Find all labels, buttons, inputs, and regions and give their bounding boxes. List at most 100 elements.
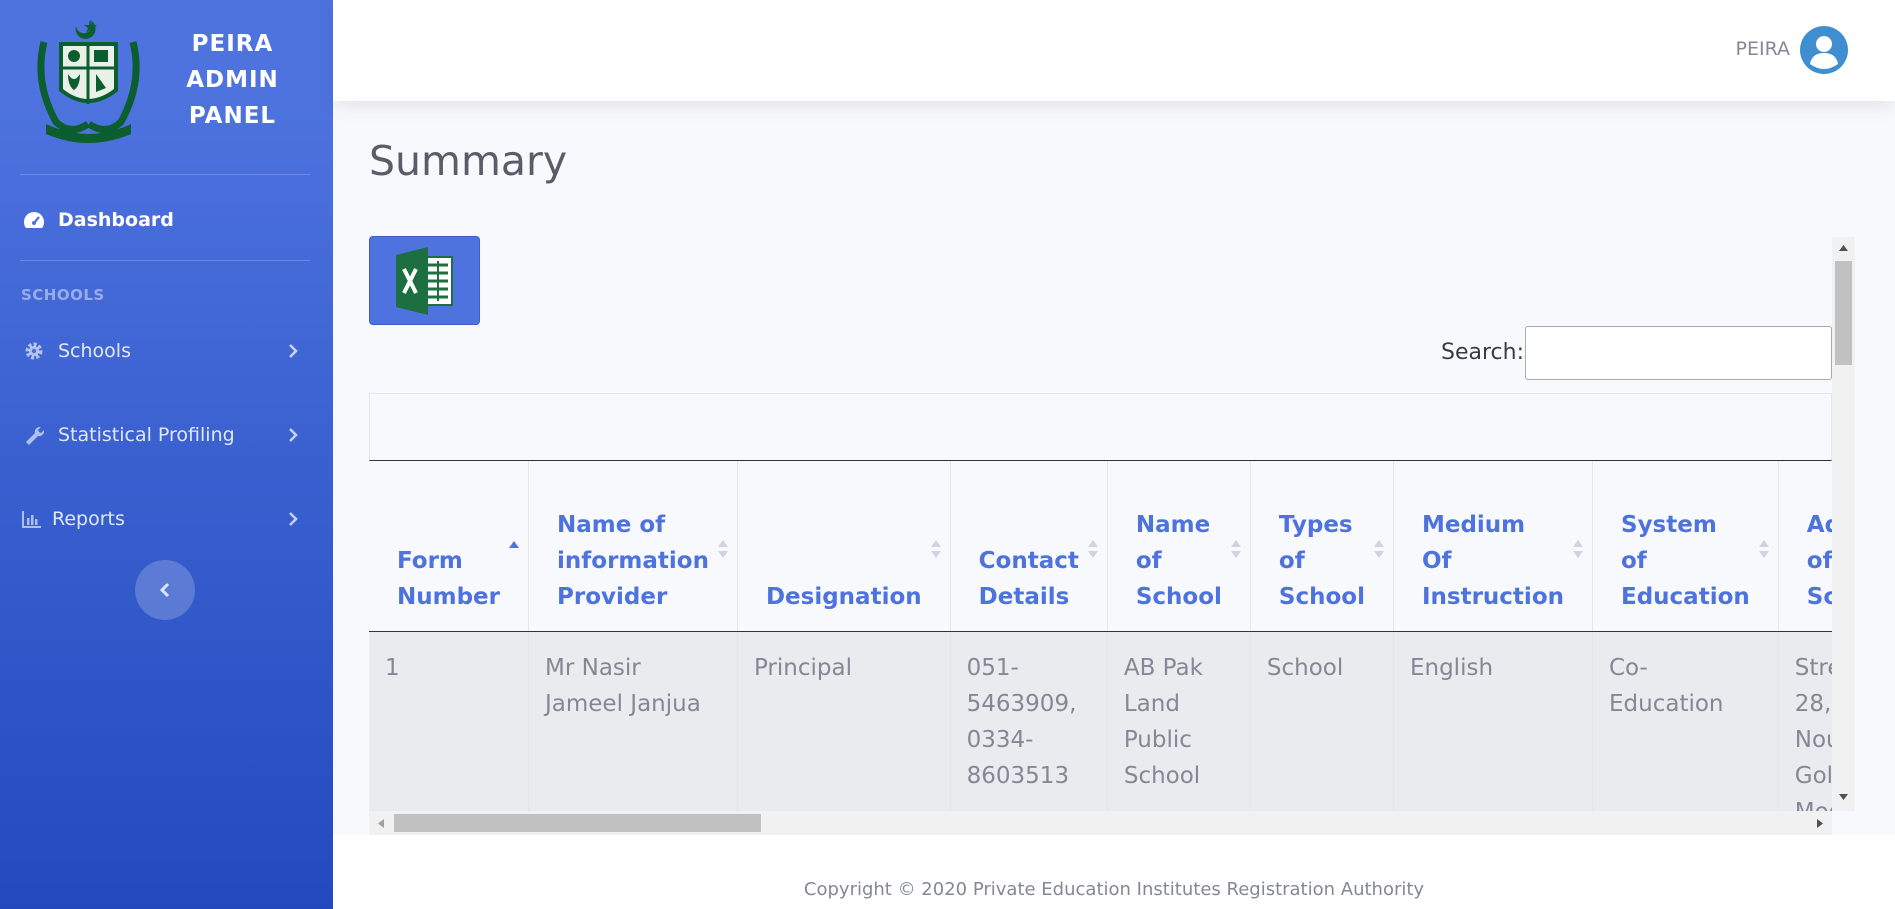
sidebar-item-label: Reports	[52, 508, 125, 530]
table-cell: Co- Education	[1592, 631, 1779, 811]
sidebar-item-label: Dashboard	[58, 209, 174, 231]
cell-line: Mod	[1795, 794, 1832, 812]
table-cell: Mr Nasir Jameel Janjua	[528, 631, 738, 811]
sidebar-item-label: Statistical Profiling	[58, 424, 235, 446]
cell-line: Education	[1609, 690, 1724, 717]
cell-line: Jameel Janjua	[545, 690, 701, 717]
column-header-line: of	[1278, 547, 1305, 574]
wrench-icon	[22, 424, 46, 446]
column-header[interactable]: Types of School	[1250, 461, 1394, 632]
tachometer-icon	[22, 209, 46, 231]
column-header[interactable]: Medium Of Instruction	[1393, 461, 1594, 632]
sidebar-item-dashboard[interactable]: Dashboard	[0, 200, 333, 240]
cell-line: English	[1409, 654, 1494, 681]
table-row[interactable]: 1 Mr Nasir Jameel Janjua Principal 051- …	[369, 631, 1832, 811]
user-avatar-icon[interactable]	[1800, 26, 1848, 74]
chevron-right-icon	[289, 344, 298, 358]
sidebar-brand[interactable]: PEIRA ADMIN PANEL	[0, 0, 333, 172]
sort-icon	[1573, 540, 1583, 558]
column-header[interactable]: Form Number	[369, 461, 529, 632]
sidebar: PEIRA ADMIN PANEL Dashboard SCHOOLS Scho…	[0, 0, 333, 909]
column-header-line: Provider	[557, 583, 668, 610]
column-header-line: Name of	[1135, 511, 1211, 574]
sidebar-item-label: Schools	[58, 340, 131, 362]
scroll-down-arrow-icon[interactable]	[1838, 793, 1849, 801]
column-header-line: School	[1278, 583, 1365, 610]
cell-line: 1	[385, 654, 400, 681]
gear-icon	[22, 340, 46, 362]
sidebar-item-reports[interactable]: Reports	[0, 499, 333, 539]
column-header-line: School	[1135, 583, 1222, 610]
column-header[interactable]: Address of School	[1778, 461, 1832, 632]
vertical-scrollbar-thumb[interactable]	[1835, 261, 1852, 365]
scroll-left-arrow-icon[interactable]	[377, 818, 385, 829]
sort-icon	[1758, 540, 1769, 558]
cell-line: School	[1266, 654, 1344, 681]
column-header-line: information	[557, 547, 709, 574]
scroll-right-arrow-icon[interactable]	[1816, 818, 1824, 829]
table-cell: Principal	[737, 631, 951, 811]
brand-line: ADMIN	[186, 67, 279, 93]
table-cell: 1	[369, 631, 529, 811]
column-header-line: Number	[397, 583, 500, 610]
column-header-line: Address	[1806, 511, 1832, 538]
topbar: PEIRA	[333, 0, 1895, 101]
sidebar-heading: SCHOOLS	[21, 286, 105, 304]
horizontal-scrollbar-thumb[interactable]	[394, 814, 761, 832]
column-header-line: Designation	[765, 583, 922, 610]
column-header[interactable]: System of Education	[1592, 461, 1779, 632]
horizontal-scrollbar[interactable]	[369, 811, 1832, 835]
search-label: Search:	[1441, 340, 1524, 365]
cell-line: 28, Moza	[1794, 690, 1832, 717]
vertical-scrollbar[interactable]	[1832, 237, 1855, 811]
summary-table-wrapper: Form Number Name of information Provider…	[369, 393, 1832, 811]
column-header-line: Contact	[978, 547, 1079, 574]
copyright-text: Copyright © 2020 Private Education Insti…	[803, 879, 1425, 900]
table-cell: School	[1250, 631, 1394, 811]
search-input[interactable]	[1525, 326, 1832, 380]
sort-icon	[930, 540, 941, 558]
cell-line: School	[1123, 762, 1201, 789]
cell-line: Nouthia,	[1794, 726, 1832, 753]
column-header[interactable]: Designation	[737, 461, 951, 632]
column-header-line: Name of	[557, 511, 666, 538]
column-header-line: Of	[1421, 547, 1452, 574]
sort-icon	[717, 540, 728, 558]
brand-line: PEIRA	[191, 31, 274, 57]
column-header-line: Education	[1621, 583, 1750, 610]
scroll-up-arrow-icon[interactable]	[1838, 244, 1849, 252]
sort-icon	[1230, 540, 1241, 558]
cell-line: Mr Nasir	[545, 654, 641, 681]
cell-line: Co-	[1609, 654, 1648, 681]
column-header[interactable]: Contact Details	[950, 461, 1108, 632]
sidebar-item-statistical-profiling[interactable]: Statistical Profiling	[0, 415, 333, 455]
sort-icon	[1087, 540, 1098, 558]
brand-title: PEIRA ADMIN PANEL	[175, 26, 290, 134]
sort-icon	[1373, 540, 1384, 558]
sidebar-toggle-button[interactable]	[135, 560, 195, 620]
column-header-line: Medium	[1421, 511, 1526, 538]
column-header[interactable]: Name of information Provider	[528, 461, 738, 632]
cell-line: AB Pak	[1123, 654, 1203, 681]
user-name[interactable]: PEIRA	[1735, 38, 1791, 60]
cell-line: Principal	[753, 654, 852, 681]
column-header-line: Form	[397, 547, 463, 574]
table-cell: 051- 5463909, 0334- 8603513	[950, 631, 1108, 811]
cell-line: 5463909,	[966, 690, 1077, 717]
page-title: Summary	[369, 137, 568, 185]
table-cell: English	[1393, 631, 1594, 811]
chevron-right-icon	[289, 512, 298, 526]
column-header-line: of	[1806, 547, 1832, 574]
chart-icon	[22, 508, 42, 530]
column-header-line: Types	[1278, 511, 1353, 538]
sidebar-divider	[20, 260, 310, 261]
cell-line: Golra	[1794, 762, 1832, 789]
column-header[interactable]: Name of School	[1107, 461, 1251, 632]
export-excel-button[interactable]	[369, 236, 480, 325]
cell-line: 051-	[966, 654, 1019, 681]
excel-icon	[395, 246, 453, 315]
cell-line: 0334-	[966, 726, 1034, 753]
chevron-left-icon	[159, 582, 170, 598]
sidebar-item-schools[interactable]: Schools	[0, 331, 333, 371]
column-header-line: School	[1806, 583, 1832, 610]
